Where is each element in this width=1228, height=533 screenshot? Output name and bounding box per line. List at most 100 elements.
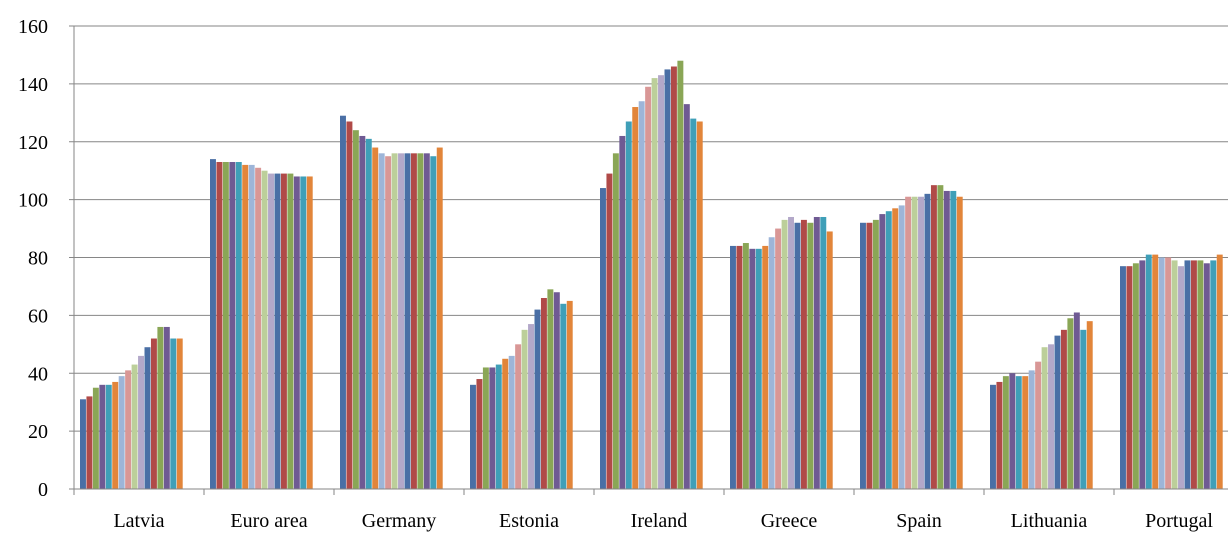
- bar-portugal-11: [1184, 260, 1191, 489]
- bar-germany-13: [417, 153, 424, 489]
- bar-germany-7: [378, 153, 385, 489]
- bar-euro-area-4: [229, 162, 236, 489]
- x-category-label: Greece: [761, 510, 818, 532]
- bar-lithuania-4: [1009, 373, 1016, 489]
- x-category-label: Estonia: [499, 510, 559, 532]
- bar-euro-area-10: [268, 173, 274, 489]
- bar-spain-10: [918, 196, 924, 490]
- bar-spain-14: [943, 190, 950, 489]
- bar-germany-16: [436, 147, 443, 490]
- bar-ireland-14: [683, 104, 690, 489]
- bar-germany-1: [340, 115, 346, 490]
- bar-euro-area-14: [293, 176, 300, 489]
- bar-latvia-15: [170, 338, 177, 489]
- y-tick-label: 40: [28, 363, 48, 385]
- bar-germany-11: [404, 153, 411, 489]
- bar-spain-4: [879, 214, 886, 489]
- bar-euro-area-13: [287, 173, 294, 489]
- bar-estonia-14: [553, 292, 560, 489]
- bar-ireland-8: [645, 86, 652, 490]
- bar-spain-11: [924, 193, 931, 489]
- bar-spain-9: [911, 196, 918, 490]
- bar-greece-2: [736, 245, 743, 489]
- bar-ireland-11: [664, 69, 671, 489]
- bar-portugal-4: [1139, 260, 1146, 489]
- bar-portugal-13: [1197, 260, 1204, 489]
- bar-lithuania-7: [1028, 370, 1035, 489]
- bar-estonia-10: [528, 324, 534, 489]
- bar-latvia-14: [163, 326, 170, 489]
- bar-euro-area-11: [274, 173, 281, 489]
- bar-spain-12: [930, 185, 937, 489]
- x-category-labels: Latvia Euro area Germany Estonia Ireland Gree…: [113, 510, 1213, 532]
- bar-germany-4: [359, 135, 366, 489]
- bar-euro-area-2: [216, 162, 223, 489]
- bar-latvia-6: [112, 381, 119, 489]
- bar-portugal-9: [1171, 260, 1178, 489]
- y-tick-label: 100: [18, 190, 48, 212]
- bar-latvia-10: [138, 355, 144, 489]
- bar-lithuania-12: [1060, 329, 1067, 489]
- bar-lithuania-10: [1048, 344, 1054, 489]
- bar-ireland-4: [619, 135, 626, 489]
- bar-greece-3: [742, 243, 749, 489]
- bar-ireland-16: [696, 121, 703, 490]
- bar-portugal-6: [1152, 254, 1159, 489]
- bar-spain-5: [885, 211, 892, 489]
- bar-spain-16: [956, 196, 963, 490]
- bar-portugal-12: [1190, 260, 1197, 489]
- bar-euro-area-15: [300, 176, 307, 489]
- bar-lithuania-8: [1035, 361, 1042, 489]
- bar-greece-16: [826, 231, 833, 489]
- bar-greece-5: [755, 248, 762, 489]
- bar-greece-10: [788, 216, 794, 490]
- bar-greece-4: [749, 248, 756, 489]
- bar-greece-1: [730, 245, 736, 489]
- bar-ireland-7: [638, 101, 645, 490]
- bar-estonia-1: [470, 384, 476, 489]
- bar-estonia-7: [508, 355, 515, 489]
- x-category-label: Lithuania: [1011, 510, 1088, 532]
- bars: [80, 60, 1223, 490]
- bar-portugal-2: [1126, 266, 1133, 489]
- bar-lithuania-6: [1022, 376, 1029, 489]
- bar-euro-area-9: [261, 170, 268, 489]
- bar-ireland-10: [658, 75, 664, 489]
- bar-portugal-14: [1203, 263, 1210, 489]
- bar-latvia-12: [150, 338, 157, 489]
- x-category-label: Portugal: [1145, 510, 1213, 532]
- bar-lithuania-5: [1015, 376, 1022, 489]
- x-category-label: Germany: [362, 510, 436, 532]
- bar-estonia-5: [495, 364, 502, 489]
- bar-lithuania-14: [1073, 312, 1080, 489]
- bar-spain-3: [872, 219, 879, 489]
- bar-greece-12: [800, 219, 807, 489]
- bar-germany-14: [423, 153, 430, 489]
- x-category-label: Spain: [896, 510, 942, 532]
- bar-greece-6: [762, 245, 769, 489]
- bar-estonia-15: [560, 303, 567, 489]
- bar-spain-6: [892, 208, 899, 489]
- y-tick-label: 0: [38, 479, 48, 501]
- bar-greece-14: [813, 216, 820, 490]
- bar-latvia-5: [105, 384, 112, 489]
- bar-portugal-7: [1158, 257, 1165, 489]
- bar-greece-9: [781, 219, 788, 489]
- y-tick-labels: 0 20 40 60 80 100 120 140 160: [18, 16, 48, 501]
- bar-euro-area-6: [242, 164, 249, 489]
- bar-estonia-12: [540, 298, 547, 489]
- bar-spain-1: [860, 222, 866, 489]
- bar-spain-7: [898, 205, 905, 489]
- bar-euro-area-7: [248, 164, 255, 489]
- bar-lithuania-1: [990, 384, 996, 489]
- y-tick-label: 80: [28, 248, 48, 270]
- bar-estonia-9: [521, 329, 528, 489]
- bar-ireland-15: [690, 118, 697, 489]
- bar-spain-13: [937, 185, 944, 489]
- bar-latvia-9: [131, 364, 138, 489]
- bar-germany-8: [385, 156, 392, 489]
- bar-spain-8: [905, 196, 912, 490]
- bar-ireland-9: [651, 78, 658, 489]
- bar-greece-8: [775, 228, 782, 489]
- y-tick-label: 140: [18, 74, 48, 96]
